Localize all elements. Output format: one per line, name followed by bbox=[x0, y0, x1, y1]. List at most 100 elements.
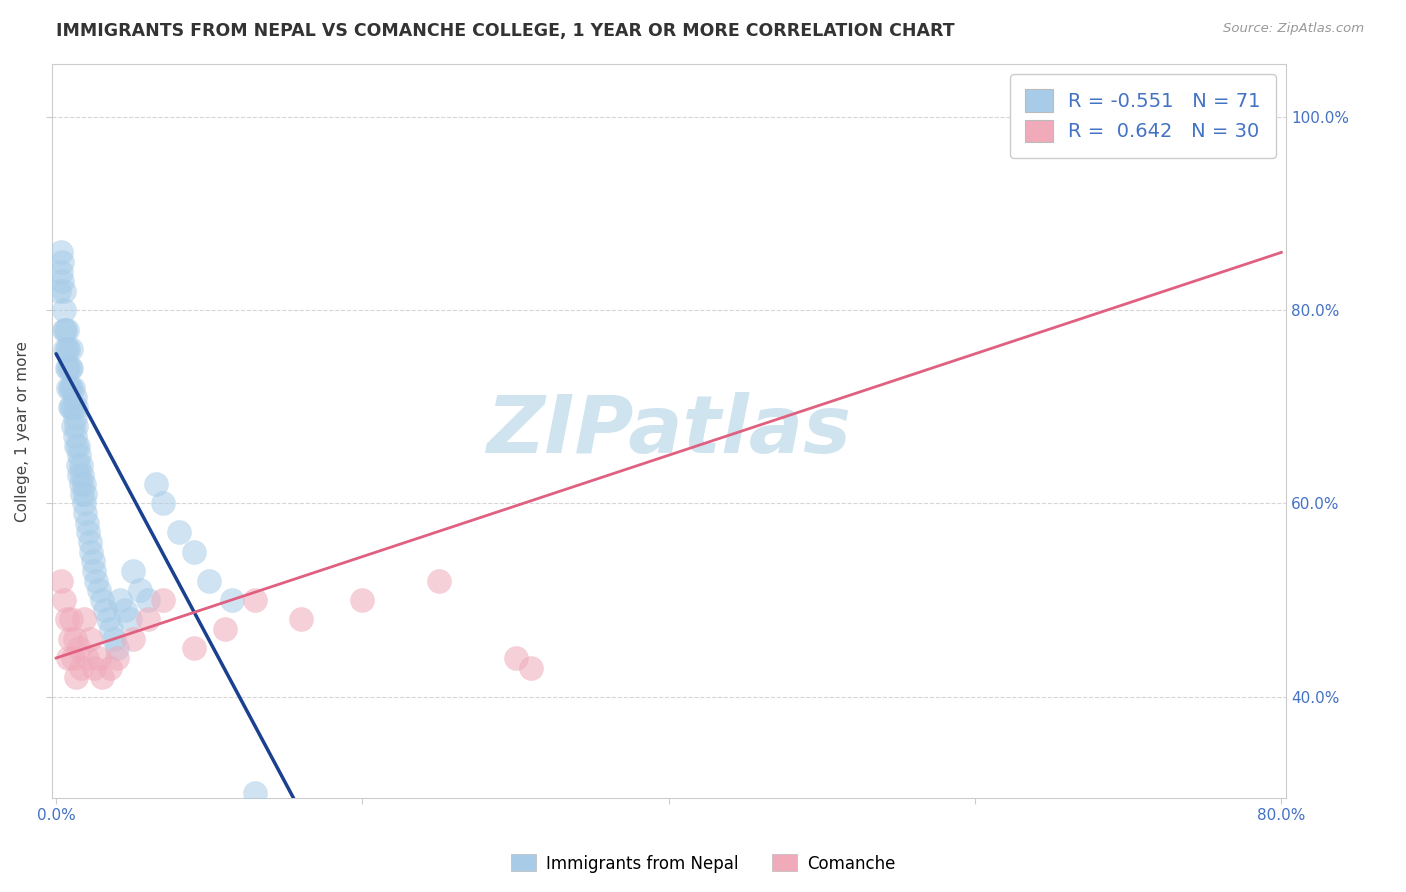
Point bbox=[70, 467, 93, 482]
Point bbox=[245, 593, 267, 607]
Point bbox=[84, 574, 107, 588]
Point bbox=[63, 409, 86, 424]
Legend: R = -0.551   N = 71, R =  0.642   N = 30: R = -0.551 N = 71, R = 0.642 N = 30 bbox=[1010, 74, 1277, 158]
Point bbox=[56, 612, 79, 626]
Point bbox=[59, 632, 82, 646]
Point bbox=[53, 342, 76, 356]
Point bbox=[49, 245, 72, 260]
Point bbox=[73, 496, 96, 510]
Point bbox=[91, 593, 114, 607]
Point bbox=[51, 255, 73, 269]
Point bbox=[198, 574, 221, 588]
Point bbox=[69, 458, 91, 472]
Point bbox=[58, 361, 80, 376]
Point bbox=[65, 400, 87, 414]
Point bbox=[121, 632, 143, 646]
Point bbox=[183, 545, 205, 559]
Point bbox=[56, 323, 79, 337]
Point bbox=[183, 641, 205, 656]
Point bbox=[110, 593, 132, 607]
Text: IMMIGRANTS FROM NEPAL VS COMANCHE COLLEGE, 1 YEAR OR MORE CORRELATION CHART: IMMIGRANTS FROM NEPAL VS COMANCHE COLLEG… bbox=[56, 22, 955, 40]
Point bbox=[62, 651, 84, 665]
Point bbox=[136, 593, 159, 607]
Point bbox=[60, 612, 83, 626]
Point bbox=[60, 400, 83, 414]
Point bbox=[66, 458, 89, 472]
Point bbox=[59, 361, 82, 376]
Point bbox=[129, 583, 152, 598]
Point bbox=[167, 525, 190, 540]
Point bbox=[60, 361, 83, 376]
Point bbox=[87, 583, 110, 598]
Point bbox=[76, 516, 98, 530]
Point bbox=[105, 641, 128, 656]
Point bbox=[79, 535, 101, 549]
Point bbox=[58, 651, 80, 665]
Point bbox=[63, 632, 86, 646]
Legend: Immigrants from Nepal, Comanche: Immigrants from Nepal, Comanche bbox=[505, 847, 901, 880]
Point bbox=[121, 564, 143, 578]
Point bbox=[59, 400, 82, 414]
Point bbox=[75, 487, 97, 501]
Point bbox=[67, 467, 90, 482]
Point bbox=[97, 612, 120, 626]
Text: Source: ZipAtlas.com: Source: ZipAtlas.com bbox=[1223, 22, 1364, 36]
Point bbox=[52, 284, 75, 298]
Point bbox=[62, 381, 84, 395]
Point bbox=[80, 545, 103, 559]
Point bbox=[214, 622, 236, 636]
Point bbox=[67, 448, 90, 462]
Point bbox=[152, 593, 174, 607]
Point bbox=[60, 381, 83, 395]
Point bbox=[59, 381, 82, 395]
Point bbox=[520, 661, 543, 675]
Text: ZIPatlas: ZIPatlas bbox=[486, 392, 851, 470]
Point bbox=[79, 632, 101, 646]
Point bbox=[105, 651, 128, 665]
Point bbox=[49, 265, 72, 279]
Point bbox=[62, 419, 84, 434]
Point bbox=[60, 342, 83, 356]
Point bbox=[56, 361, 79, 376]
Point bbox=[100, 622, 122, 636]
Point bbox=[75, 506, 97, 520]
Point bbox=[73, 612, 96, 626]
Y-axis label: College, 1 year or more: College, 1 year or more bbox=[15, 341, 30, 522]
Point bbox=[145, 477, 167, 491]
Point bbox=[53, 323, 76, 337]
Point bbox=[66, 438, 89, 452]
Point bbox=[103, 632, 125, 646]
Point bbox=[52, 323, 75, 337]
Point bbox=[77, 525, 100, 540]
Point bbox=[49, 574, 72, 588]
Point bbox=[245, 786, 267, 800]
Point bbox=[58, 381, 80, 395]
Point bbox=[70, 487, 93, 501]
Point bbox=[48, 284, 70, 298]
Point bbox=[52, 593, 75, 607]
Point bbox=[65, 419, 87, 434]
Point bbox=[73, 477, 96, 491]
Point bbox=[83, 661, 105, 675]
Point bbox=[65, 438, 87, 452]
Point bbox=[505, 651, 527, 665]
Point bbox=[62, 400, 84, 414]
Point bbox=[118, 612, 141, 626]
Point bbox=[136, 612, 159, 626]
Point bbox=[63, 429, 86, 443]
Point bbox=[94, 603, 117, 617]
Point bbox=[427, 574, 450, 588]
Point bbox=[63, 390, 86, 404]
Point bbox=[65, 670, 87, 684]
Point bbox=[352, 593, 374, 607]
Point bbox=[83, 564, 105, 578]
Point bbox=[87, 651, 110, 665]
Point bbox=[67, 641, 90, 656]
Point bbox=[76, 651, 98, 665]
Point bbox=[52, 303, 75, 318]
Point bbox=[69, 477, 91, 491]
Point bbox=[91, 670, 114, 684]
Point bbox=[98, 661, 121, 675]
Point bbox=[114, 603, 136, 617]
Point bbox=[58, 342, 80, 356]
